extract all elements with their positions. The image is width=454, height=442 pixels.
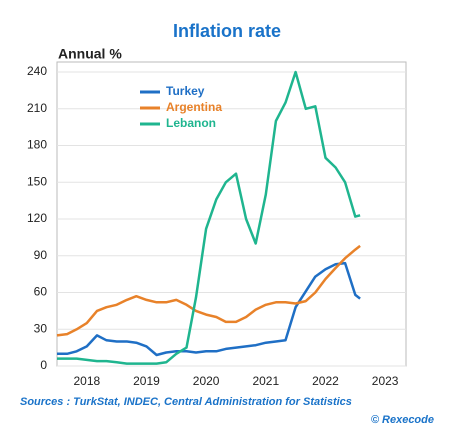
legend-label: Argentina — [166, 100, 222, 114]
y-tick-label: 120 — [27, 211, 47, 225]
legend-label: Turkey — [166, 84, 205, 98]
x-tick-label: 2023 — [372, 374, 399, 388]
series-line — [57, 261, 361, 357]
y-tick-label: 240 — [27, 64, 47, 78]
x-tick-label: 2021 — [252, 374, 279, 388]
source-note: Sources : TurkStat, INDEC, Central Admin… — [20, 396, 352, 408]
y-axis-label: Annual % — [58, 46, 122, 62]
y-tick-label: 60 — [34, 285, 48, 299]
series-line — [56, 244, 361, 337]
y-tick-label: 210 — [27, 101, 47, 115]
x-tick-label: 2019 — [133, 374, 160, 388]
x-tick-label: 2020 — [193, 374, 220, 388]
credit: © Rexecode — [371, 414, 434, 426]
y-tick-label: 90 — [34, 248, 48, 262]
x-tick-label: 2022 — [312, 374, 339, 388]
x-tick-label: 2018 — [73, 374, 100, 388]
y-tick-label: 30 — [34, 321, 48, 335]
y-tick-label: 180 — [27, 138, 47, 152]
series-line — [57, 70, 361, 365]
legend-label: Lebanon — [166, 116, 216, 130]
y-tick-label: 0 — [40, 358, 47, 372]
chart-title: Inflation rate — [173, 21, 281, 41]
y-tick-label: 150 — [27, 174, 47, 188]
